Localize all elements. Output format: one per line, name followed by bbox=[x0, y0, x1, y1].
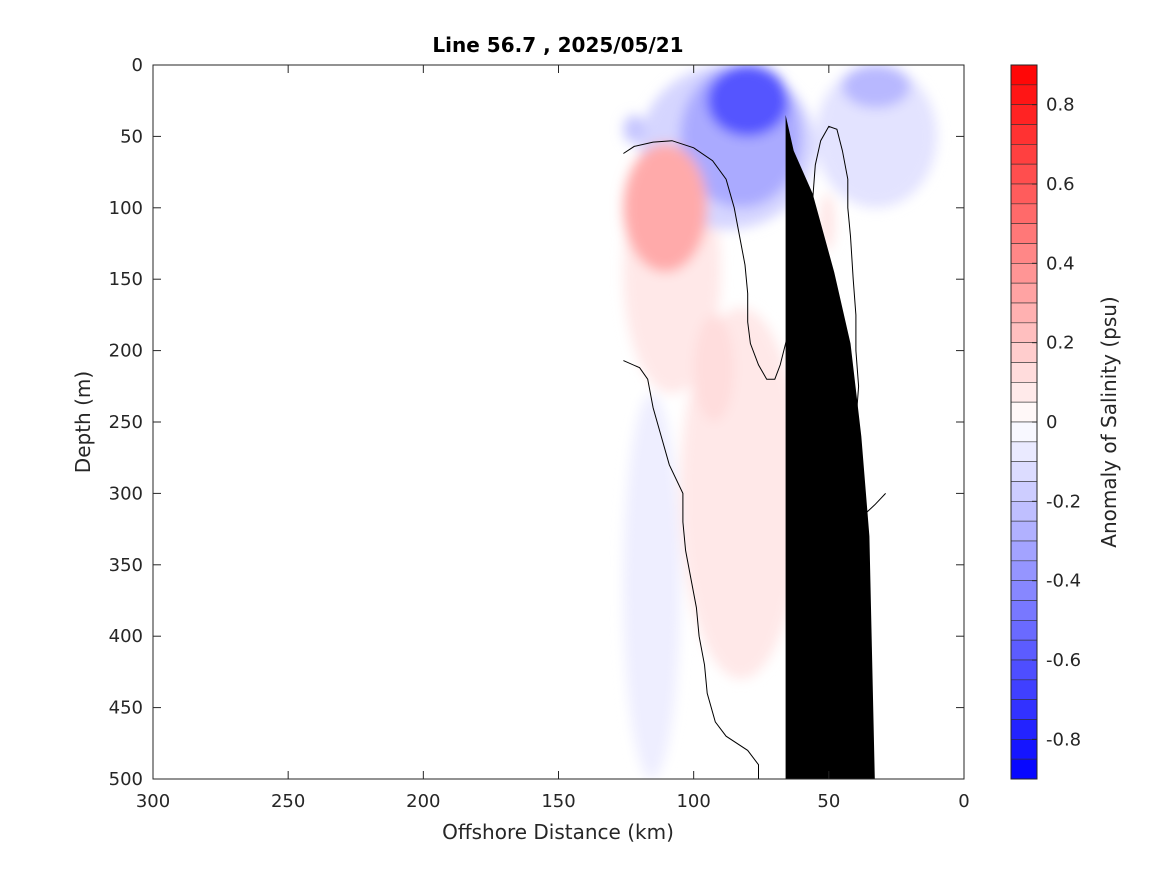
colorbar-step bbox=[1010, 401, 1038, 423]
y-axis: 0 50 100 150 200 250 300 350 400 450 500 bbox=[109, 55, 964, 790]
y-tick-label: 150 bbox=[109, 269, 143, 290]
y-tick-label: 450 bbox=[109, 698, 143, 719]
anomaly-region-10 bbox=[842, 65, 910, 108]
y-tick-label: 200 bbox=[109, 341, 143, 362]
colorbar-step bbox=[1010, 282, 1038, 304]
anomaly-region-13 bbox=[707, 65, 789, 137]
colorbar-label: Anomaly of Salinity (psu) bbox=[1097, 296, 1121, 547]
colorbar-step bbox=[1010, 144, 1038, 165]
bathymetry bbox=[785, 115, 875, 779]
y-tick-label: 350 bbox=[109, 555, 143, 576]
anomaly-region-4 bbox=[815, 65, 937, 208]
colorbar-step bbox=[1010, 639, 1038, 661]
colorbar-step bbox=[1010, 342, 1038, 363]
colorbar-step bbox=[1010, 124, 1038, 145]
colorbar-step bbox=[1010, 620, 1038, 641]
x-tick-label: 50 bbox=[817, 791, 840, 812]
x-tick-label: 250 bbox=[271, 791, 305, 812]
x-axis: 300 250 200 150 100 50 0 bbox=[136, 65, 970, 812]
x-axis-label: Offshore Distance (km) bbox=[442, 820, 674, 844]
colorbar-step bbox=[1010, 540, 1038, 562]
y-tick-label: 100 bbox=[109, 198, 143, 219]
colorbar-step bbox=[1010, 64, 1038, 86]
colorbar-step bbox=[1010, 421, 1038, 443]
colorbar-step bbox=[1010, 322, 1038, 343]
colorbar-tick-label: 0.8 bbox=[1046, 95, 1075, 116]
colorbar-step bbox=[1010, 699, 1038, 720]
colorbar-step bbox=[1010, 758, 1038, 780]
colorbar-step bbox=[1010, 84, 1038, 105]
chart-title: Line 56.7 , 2025/05/21 bbox=[432, 33, 683, 57]
y-tick-label: 50 bbox=[120, 126, 143, 147]
anomaly-region-1 bbox=[623, 393, 681, 779]
colorbar-step bbox=[1010, 739, 1038, 760]
x-tick-label: 100 bbox=[676, 791, 710, 812]
anomaly-region-12 bbox=[623, 143, 708, 273]
anomaly-region-8 bbox=[623, 114, 646, 144]
colorbar-step bbox=[1010, 580, 1038, 601]
colorbar-step bbox=[1010, 659, 1038, 681]
colorbar-step bbox=[1010, 560, 1038, 581]
colorbar-step bbox=[1010, 461, 1038, 482]
colorbar-step bbox=[1010, 302, 1038, 324]
colorbar-step bbox=[1010, 481, 1038, 502]
colorbar-step bbox=[1010, 243, 1038, 264]
colorbar-step bbox=[1010, 183, 1038, 205]
colorbar-step bbox=[1010, 203, 1038, 224]
colorbar-tick-label: 0 bbox=[1046, 412, 1057, 433]
colorbar-step bbox=[1010, 520, 1038, 542]
x-tick-label: 200 bbox=[406, 791, 440, 812]
colorbar-tick-label: -0.4 bbox=[1046, 571, 1081, 592]
colorbar: 0.8 0.6 0.4 0.2 0 -0.2 -0.4 -0.6 -0.8 bbox=[1010, 64, 1081, 780]
colorbar-step bbox=[1010, 163, 1038, 185]
colorbar-tick-label: 0.4 bbox=[1046, 253, 1075, 274]
colorbar-step bbox=[1010, 104, 1038, 125]
y-tick-label: 0 bbox=[132, 55, 143, 76]
colorbar-step bbox=[1010, 223, 1038, 244]
colorbar-tick-label: -0.8 bbox=[1046, 729, 1081, 750]
colorbar-step bbox=[1010, 719, 1038, 740]
colorbar-step bbox=[1010, 679, 1038, 700]
y-tick-label: 500 bbox=[109, 769, 143, 790]
zero-contour-2 bbox=[623, 360, 759, 779]
colorbar-tick-label: 0.6 bbox=[1046, 174, 1075, 195]
colorbar-step bbox=[1010, 263, 1038, 284]
colorbar-step bbox=[1010, 441, 1038, 462]
colorbar-tick-label: -0.6 bbox=[1046, 650, 1081, 671]
plot-area: 300 250 200 150 100 50 0 050100150200250300350… bbox=[109, 55, 970, 812]
y-tick-label: 300 bbox=[109, 483, 143, 504]
colorbar-step bbox=[1010, 600, 1038, 621]
anomaly-field bbox=[623, 65, 937, 779]
colorbar-step bbox=[1010, 362, 1038, 383]
colorbar-tick-label: 0.2 bbox=[1046, 333, 1075, 354]
x-tick-label: 0 bbox=[958, 791, 969, 812]
colorbar-step bbox=[1010, 501, 1038, 522]
y-axis-label: Depth (m) bbox=[71, 371, 95, 473]
colorbar-step bbox=[1010, 382, 1038, 403]
colorbar-tick-label: -0.2 bbox=[1046, 491, 1081, 512]
x-tick-label: 300 bbox=[136, 791, 170, 812]
anomaly-region-6 bbox=[693, 314, 735, 423]
y-tick-label: 250 bbox=[109, 412, 143, 433]
bathymetry-shape bbox=[785, 115, 875, 779]
y-tick-label: 400 bbox=[109, 626, 143, 647]
x-tick-label: 150 bbox=[541, 791, 575, 812]
